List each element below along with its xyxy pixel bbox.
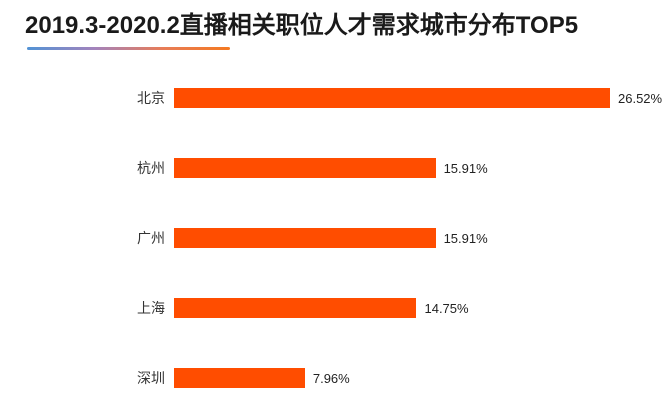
chart-row: 广州 15.91% bbox=[0, 228, 669, 248]
category-label: 北京 bbox=[137, 90, 165, 106]
value-label: 15.91% bbox=[443, 230, 488, 246]
category-label: 广州 bbox=[137, 230, 165, 246]
value-label: 7.96% bbox=[312, 370, 350, 386]
bar bbox=[174, 228, 436, 248]
value-label: 26.52% bbox=[618, 90, 663, 106]
value-label: 14.75% bbox=[424, 300, 469, 316]
chart-row: 上海 14.75% bbox=[0, 298, 669, 318]
chart-header: 2019.3-2020.2直播相关职位人才需求城市分布TOP5 bbox=[0, 12, 669, 50]
category-label: 上海 bbox=[137, 300, 165, 316]
page-title: 2019.3-2020.2直播相关职位人才需求城市分布TOP5 bbox=[25, 12, 579, 39]
chart-row: 北京 26.52% bbox=[0, 88, 669, 108]
bar bbox=[174, 88, 610, 108]
category-label: 深圳 bbox=[137, 370, 165, 386]
title-underline bbox=[27, 47, 230, 50]
bar bbox=[174, 158, 436, 178]
bar bbox=[174, 298, 417, 318]
chart-row: 深圳 7.96% bbox=[0, 368, 669, 388]
value-label: 15.91% bbox=[443, 160, 488, 176]
chart-row: 杭州 15.91% bbox=[0, 158, 669, 178]
infographic: 2019.3-2020.2直播相关职位人才需求城市分布TOP5 北京 26.52%… bbox=[0, 12, 669, 388]
category-label: 杭州 bbox=[137, 160, 165, 176]
bar-chart: 北京 26.52% 杭州 15.91% 广州 15.91% 上海 14.75% 深圳 7.96% bbox=[0, 88, 669, 388]
bar bbox=[174, 368, 305, 388]
